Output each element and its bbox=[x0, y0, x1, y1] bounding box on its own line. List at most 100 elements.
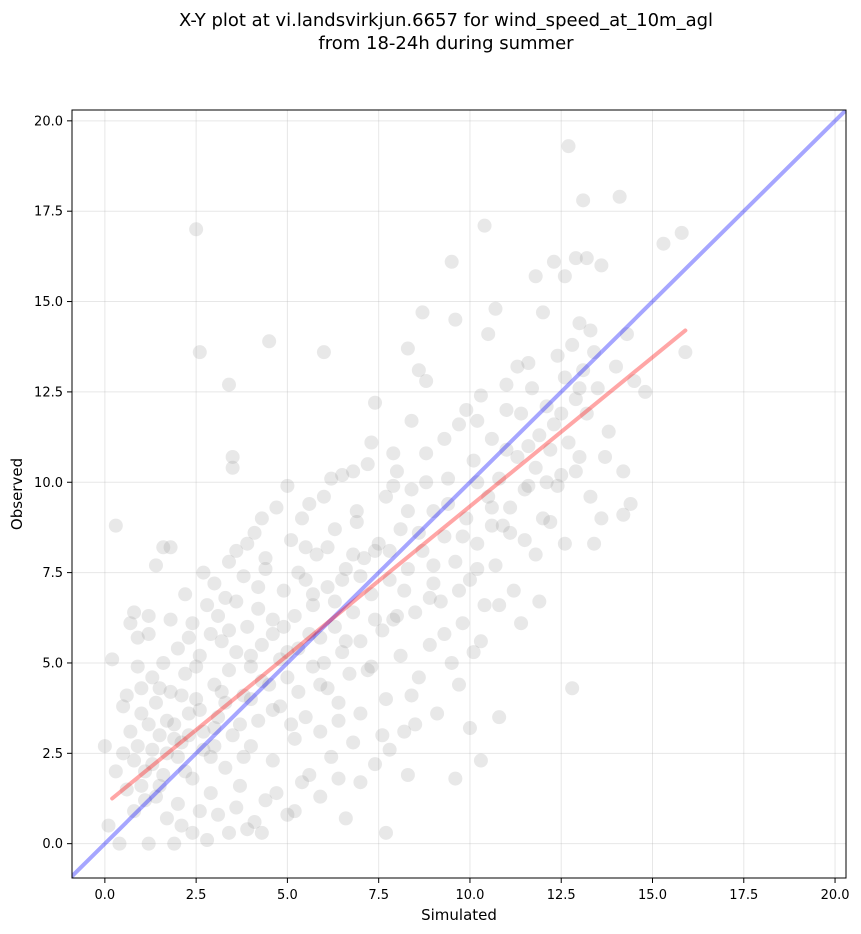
scatter-point bbox=[466, 453, 481, 468]
scatter-point bbox=[481, 327, 496, 342]
scatter-point bbox=[291, 684, 306, 699]
scatter-point bbox=[225, 728, 240, 743]
scatter-point bbox=[386, 478, 401, 493]
scatter-point bbox=[170, 641, 185, 656]
scatter-point bbox=[185, 771, 200, 786]
y-tick-label: 17.5 bbox=[34, 205, 63, 220]
scatter-point bbox=[119, 688, 134, 703]
scatter-point bbox=[331, 771, 346, 786]
scatter-point bbox=[386, 612, 401, 627]
scatter-point bbox=[105, 652, 120, 667]
scatter-point bbox=[320, 681, 335, 696]
scatter-point bbox=[393, 648, 408, 663]
scatter-point bbox=[258, 561, 273, 576]
scatter-point bbox=[426, 576, 441, 591]
scatter-point bbox=[473, 388, 488, 403]
scatter-point bbox=[422, 590, 437, 605]
scatter-point bbox=[364, 659, 379, 674]
scatter-point bbox=[258, 793, 273, 808]
scatter-point bbox=[484, 431, 499, 446]
scatter-point bbox=[247, 814, 262, 829]
scatter-point bbox=[349, 504, 364, 519]
scatter-point bbox=[148, 695, 163, 710]
chart-title-line1: X-Y plot at vi.landsvirkjun.6657 for win… bbox=[179, 10, 713, 31]
scatter-point bbox=[510, 449, 525, 464]
scatter-point bbox=[262, 334, 277, 349]
scatter-point bbox=[517, 482, 532, 497]
scatter-point bbox=[459, 511, 474, 526]
scatter-point bbox=[331, 695, 346, 710]
scatter-point bbox=[568, 251, 583, 266]
scatter-point bbox=[313, 677, 328, 692]
scatter-point bbox=[112, 836, 127, 851]
x-axis-label: Simulated bbox=[421, 906, 497, 924]
scatter-point bbox=[441, 496, 456, 511]
scatter-point bbox=[305, 659, 320, 674]
scatter-point bbox=[327, 522, 342, 537]
scatter-point bbox=[134, 681, 149, 696]
scatter-point bbox=[364, 435, 379, 450]
scatter-point bbox=[254, 825, 269, 840]
scatter-point bbox=[273, 652, 288, 667]
scatter-point bbox=[251, 713, 266, 728]
scatter-point bbox=[316, 489, 331, 504]
scatter-point bbox=[411, 670, 426, 685]
scatter-point bbox=[211, 608, 226, 623]
scatter-point bbox=[145, 757, 160, 772]
scatter-point bbox=[141, 627, 156, 642]
scatter-point bbox=[324, 471, 339, 486]
scatter-point bbox=[338, 811, 353, 826]
scatter-point bbox=[568, 464, 583, 479]
scatter-point bbox=[503, 525, 518, 540]
scatter-point bbox=[554, 406, 569, 421]
scatter-point bbox=[550, 348, 565, 363]
scatter-point bbox=[382, 742, 397, 757]
scatter-point bbox=[127, 605, 142, 620]
scatter-point bbox=[269, 786, 284, 801]
scatter-point bbox=[378, 692, 393, 707]
scatter-point bbox=[240, 822, 255, 837]
scatter-point bbox=[568, 392, 583, 407]
scatter-point bbox=[411, 525, 426, 540]
scatter-point bbox=[546, 417, 561, 432]
scatter-point bbox=[360, 663, 375, 678]
scatter-point bbox=[287, 608, 302, 623]
scatter-point bbox=[400, 561, 415, 576]
scatter-point bbox=[156, 655, 171, 670]
scatter-point bbox=[174, 688, 189, 703]
scatter-point bbox=[178, 666, 193, 681]
scatter-point bbox=[196, 724, 211, 739]
scatter-point bbox=[426, 504, 441, 519]
scatter-point bbox=[656, 236, 671, 251]
scatter-point bbox=[397, 583, 412, 598]
scatter-point bbox=[488, 558, 503, 573]
scatter-point bbox=[152, 681, 167, 696]
scatter-point bbox=[532, 594, 547, 609]
scatter-point bbox=[364, 587, 379, 602]
scatter-point bbox=[546, 254, 561, 269]
scatter-point bbox=[203, 627, 218, 642]
scatter-point bbox=[159, 746, 174, 761]
scatter-point bbox=[141, 836, 156, 851]
scatter-point bbox=[331, 713, 346, 728]
scatter-point bbox=[408, 605, 423, 620]
scatter-point bbox=[579, 251, 594, 266]
scatter-point bbox=[265, 702, 280, 717]
scatter-point bbox=[539, 399, 554, 414]
scatter-point bbox=[357, 551, 372, 566]
scatter-point bbox=[627, 374, 642, 389]
scatter-point bbox=[386, 446, 401, 461]
scatter-point bbox=[535, 305, 550, 320]
scatter-point bbox=[353, 706, 368, 721]
scatter-point bbox=[404, 482, 419, 497]
scatter-point bbox=[116, 699, 131, 714]
scatter-point bbox=[324, 749, 339, 764]
scatter-point bbox=[368, 757, 383, 772]
scatter-point bbox=[251, 601, 266, 616]
scatter-point bbox=[550, 478, 565, 493]
scatter-point bbox=[232, 717, 247, 732]
scatter-point bbox=[221, 377, 236, 392]
scatter-point bbox=[291, 641, 306, 656]
scatter-point bbox=[221, 623, 236, 638]
scatter-point bbox=[280, 645, 295, 660]
